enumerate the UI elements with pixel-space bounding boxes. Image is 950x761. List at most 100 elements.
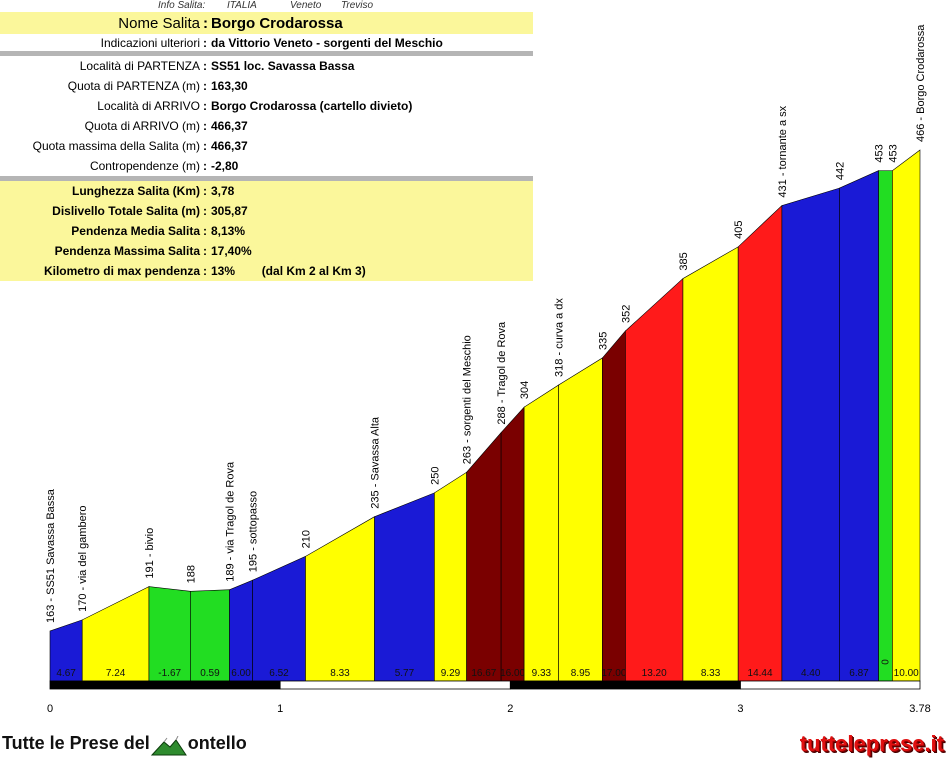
point-label: 431 - tornante a sx	[777, 105, 789, 197]
segment-grade-label: 9.29	[441, 668, 461, 679]
segment-grade-label: 17.00	[601, 668, 626, 679]
info-row-max-grade: Pendenza Massima Salita: 17,40%	[0, 241, 533, 261]
km-scale-block	[509, 680, 741, 690]
point-label: 188	[185, 565, 197, 583]
segment-grade-label: -1.67	[158, 668, 181, 679]
info-row-start-alt: Quota di PARTENZA (m): 163,30	[0, 76, 533, 96]
segment-grade-label: 16.00	[500, 668, 525, 679]
point-label: 195 - sottopasso	[248, 491, 260, 572]
profile-segment	[682, 246, 739, 682]
x-tick-label: 1	[277, 703, 283, 715]
x-tick-label: 2	[507, 703, 513, 715]
point-label: 453	[874, 144, 886, 162]
segment-grade-label: 14.44	[748, 668, 773, 679]
info-label: Quota di PARTENZA (m)	[67, 79, 200, 93]
info-label: Indicazioni ulteriori	[100, 36, 200, 50]
segment-grade-label: 4.40	[801, 668, 821, 679]
info-row-start: Località di PARTENZA: SS51 loc. Savassa …	[0, 56, 533, 76]
info-label: Quota massima della Salita (m)	[32, 139, 200, 153]
point-label: 170 - via del gambero	[77, 505, 89, 611]
point-label: 453	[887, 144, 899, 162]
info-value: SS51 loc. Savassa Bassa	[211, 59, 355, 73]
divider	[0, 176, 533, 181]
segment-grade-label: 5.77	[395, 668, 415, 679]
info-value: 466,37	[211, 119, 248, 133]
info-row-gain: Dislivello Totale Salita (m): 305,87	[0, 201, 533, 221]
header-region: Veneto	[290, 0, 322, 11]
info-label: Pendenza Massima Salita	[54, 244, 200, 258]
info-label: Lunghezza Salita (Km)	[71, 184, 200, 198]
km-scale-block	[740, 680, 921, 690]
site-url[interactable]: tutteleprese.it	[799, 731, 944, 756]
segment-grade-label: 4.67	[56, 668, 76, 679]
site-logo-text: Tutte le Prese del ontello	[2, 733, 247, 756]
segment-grade-label: 8.33	[701, 668, 721, 679]
point-label: 235 - Savassa Alta	[370, 416, 382, 509]
km-scale-block	[279, 680, 511, 690]
point-label: 385	[678, 252, 690, 270]
info-label: Località di PARTENZA	[79, 59, 200, 73]
info-value: 17,40%	[211, 244, 252, 258]
info-row-length: Lunghezza Salita (Km): 3,78	[0, 181, 533, 201]
info-value: -2,80	[211, 159, 239, 173]
profile-segment	[558, 357, 603, 682]
point-label: 442	[834, 162, 846, 180]
point-label: 263 - sorgenti del Meschio	[462, 335, 474, 464]
info-value: 13% (dal Km 2 al Km 3)	[211, 264, 366, 278]
info-row-end-alt: Quota di ARRIVO (m): 466,37	[0, 116, 533, 136]
profile-segment	[878, 170, 893, 682]
segment-grade-label: 9.33	[532, 668, 552, 679]
profile-segment	[148, 586, 191, 682]
info-value: 3,78	[211, 184, 235, 198]
x-tick-label: 0	[47, 703, 53, 715]
info-label: Quota di ARRIVO (m)	[84, 119, 200, 133]
info-value: 466,37	[211, 139, 248, 153]
header-province: Treviso	[341, 0, 374, 11]
info-row-max-alt: Quota massima della Salita (m): 466,37	[0, 136, 533, 156]
profile-segment	[466, 431, 502, 682]
segment-grade-label: 6.87	[849, 668, 869, 679]
x-tick-label: 3	[737, 703, 743, 715]
profile-segment	[252, 555, 306, 682]
info-row-avg-grade: Pendenza Media Salita: 8,13%	[0, 221, 533, 241]
point-label: 191 - bivio	[144, 528, 156, 579]
profile-segment	[523, 384, 559, 682]
segment-grade-label: 6.00	[231, 668, 251, 679]
point-label: 318 - curva a dx	[554, 298, 566, 377]
logo-text-start: Tutte le Prese del	[2, 733, 150, 753]
segment-grade-label: 0.59	[200, 668, 220, 679]
point-label: 189 - via Tragol de Rova	[225, 461, 237, 582]
logo-text-end: ontello	[187, 733, 247, 753]
header-info-label: Info Salita:	[158, 0, 206, 11]
segment-grade-label: 8.95	[571, 668, 591, 679]
point-label: 288 - Tragol de Rova	[496, 321, 508, 425]
segment-grade-label: 8.33	[330, 668, 350, 679]
point-label: 466 - Borgo Crodarossa	[915, 24, 927, 142]
segment-grade-label: 7.24	[106, 668, 126, 679]
segment-grade-label: 6.52	[269, 668, 289, 679]
km-scale-block	[49, 680, 281, 690]
info-label: Nome Salita	[118, 14, 200, 32]
profile-segment	[374, 492, 435, 682]
segment-grade-label: 13.20	[642, 668, 667, 679]
header-country: ITALIA	[227, 0, 257, 11]
info-row-max-km: Kilometro di max pendenza: 13% (dal Km 2…	[0, 261, 533, 281]
info-row-end: Località di ARRIVO: Borgo Crodarossa (ca…	[0, 96, 533, 116]
profile-segment	[500, 406, 525, 682]
info-row-descents: Contropendenze (m): -2,80	[0, 156, 533, 176]
info-label: Kilometro di max pendenza	[43, 264, 200, 278]
info-label: Dislivello Totale Salita (m)	[52, 204, 200, 218]
info-value: 305,87	[211, 204, 248, 218]
profile-segment	[602, 330, 626, 682]
profile-segment	[892, 149, 921, 682]
segment-grade-label: 10.00	[894, 668, 919, 679]
info-label: Pendenza Media Salita	[71, 224, 200, 238]
point-label: 210	[300, 530, 312, 548]
segment-grade-label: 0	[880, 659, 891, 665]
info-row-name: Nome Salita: Borgo Crodarossa	[0, 12, 533, 34]
mountain-logo-icon	[150, 735, 188, 756]
profile-segment	[781, 187, 840, 682]
x-tick-label: 3.78	[909, 703, 930, 715]
point-label: 352	[620, 305, 632, 323]
